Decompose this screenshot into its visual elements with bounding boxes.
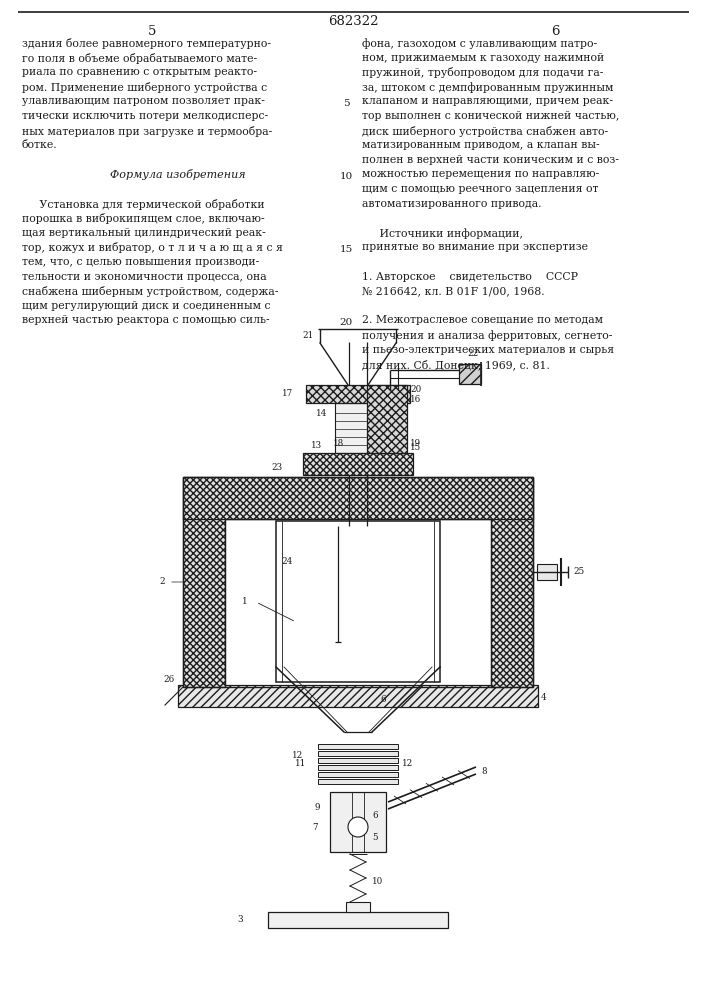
- Text: 10: 10: [372, 878, 383, 886]
- Text: ром. Применение шиберного устройства с: ром. Применение шиберного устройства с: [22, 82, 267, 93]
- Text: 11: 11: [295, 760, 306, 768]
- Text: 12: 12: [402, 760, 414, 768]
- Bar: [367, 385, 407, 453]
- Text: го поля в объеме обрабатываемого мате-: го поля в объеме обрабатываемого мате-: [22, 53, 257, 64]
- Bar: [330, 792, 386, 852]
- Text: 5: 5: [372, 832, 378, 842]
- Bar: [318, 744, 398, 749]
- Text: 6: 6: [372, 810, 378, 820]
- Bar: [318, 765, 398, 770]
- Text: Установка для термической обработки: Установка для термической обработки: [22, 199, 264, 210]
- Text: 13: 13: [311, 440, 322, 450]
- Text: матизированным приводом, а клапан вы-: матизированным приводом, а клапан вы-: [362, 140, 600, 150]
- Bar: [178, 685, 538, 707]
- Text: 16: 16: [410, 394, 421, 403]
- Text: принятые во внимание при экспертизе: принятые во внимание при экспертизе: [362, 242, 588, 252]
- Text: 17: 17: [282, 389, 293, 398]
- Text: улавливающим патроном позволяет прак-: улавливающим патроном позволяет прак-: [22, 96, 265, 106]
- Bar: [318, 772, 398, 777]
- Text: тор выполнен с конической нижней частью,: тор выполнен с конической нижней частью,: [362, 111, 619, 121]
- Text: 10: 10: [339, 172, 353, 181]
- Bar: [183, 477, 533, 519]
- Text: верхней частью реактора с помощью силь-: верхней частью реактора с помощью силь-: [22, 315, 269, 325]
- Bar: [268, 912, 448, 928]
- Text: 2. Межотраслевое совещание по методам: 2. Межотраслевое совещание по методам: [362, 315, 603, 325]
- Text: 25: 25: [573, 568, 584, 576]
- Bar: [537, 564, 557, 580]
- Text: ных материалов при загрузке и термообра-: ных материалов при загрузке и термообра-: [22, 126, 272, 137]
- Text: 8: 8: [481, 766, 486, 776]
- Text: № 216642, кл. В 01F 1/00, 1968.: № 216642, кл. В 01F 1/00, 1968.: [362, 286, 544, 296]
- Text: щая вертикальный цилиндрический реак-: щая вертикальный цилиндрический реак-: [22, 228, 266, 238]
- Bar: [459, 364, 481, 384]
- Text: для них. Сб. Донецк, 1969, с. 81.: для них. Сб. Донецк, 1969, с. 81.: [362, 359, 550, 370]
- Text: 20: 20: [410, 384, 421, 393]
- Bar: [303, 453, 413, 475]
- Text: 5: 5: [343, 99, 349, 108]
- Text: тор, кожух и вибратор, о т л и ч а ю щ а я с я: тор, кожух и вибратор, о т л и ч а ю щ а…: [22, 242, 283, 253]
- Text: 23: 23: [272, 462, 283, 472]
- Text: ном, прижимаемым к газоходу нажимной: ном, прижимаемым к газоходу нажимной: [362, 53, 604, 63]
- Text: 1: 1: [243, 597, 248, 606]
- Text: 5: 5: [148, 25, 156, 38]
- Bar: [491, 477, 533, 687]
- Text: ботке.: ботке.: [22, 140, 58, 150]
- Text: и пьезо-электрических материалов и сырья: и пьезо-электрических материалов и сырья: [362, 345, 614, 355]
- Bar: [306, 385, 410, 403]
- Text: за, штоком с демпфированным пружинным: за, штоком с демпфированным пружинным: [362, 82, 614, 93]
- Text: 4: 4: [541, 692, 547, 702]
- Text: получения и анализа ферритовых, сегнето-: получения и анализа ферритовых, сегнето-: [362, 330, 612, 341]
- Text: пружиной, трубопроводом для подачи га-: пружиной, трубопроводом для подачи га-: [362, 67, 603, 78]
- Text: снабжена шиберным устройством, содержа-: снабжена шиберным устройством, содержа-: [22, 286, 279, 297]
- Text: 24: 24: [281, 556, 293, 566]
- Text: клапаном и направляющими, причем реак-: клапаном и направляющими, причем реак-: [362, 96, 613, 106]
- Text: 1. Авторское    свидетельство    СССР: 1. Авторское свидетельство СССР: [362, 272, 578, 282]
- Text: диск шиберного устройства снабжен авто-: диск шиберного устройства снабжен авто-: [362, 126, 608, 137]
- Text: Источники информации,: Источники информации,: [362, 228, 523, 239]
- Text: 21: 21: [303, 332, 314, 340]
- Text: 18: 18: [333, 438, 344, 448]
- Text: 19: 19: [410, 440, 421, 448]
- Text: риала по сравнению с открытым реакто-: риала по сравнению с открытым реакто-: [22, 67, 257, 77]
- Text: 22: 22: [467, 349, 479, 358]
- Text: 12: 12: [292, 752, 303, 760]
- Bar: [318, 751, 398, 756]
- Circle shape: [348, 817, 368, 837]
- Text: 7: 7: [312, 822, 318, 832]
- Text: полнен в верхней части коническим и с воз-: полнен в верхней части коническим и с во…: [362, 155, 619, 165]
- Bar: [318, 779, 398, 784]
- Bar: [318, 758, 398, 763]
- Text: Формула изобретения: Формула изобретения: [110, 169, 246, 180]
- Text: 3: 3: [237, 916, 243, 924]
- Text: фона, газоходом с улавливающим патро-: фона, газоходом с улавливающим патро-: [362, 38, 597, 49]
- Text: 26: 26: [164, 674, 175, 684]
- Text: 14: 14: [315, 408, 327, 418]
- Bar: [276, 521, 440, 682]
- Text: тем, что, с целью повышения производи-: тем, что, с целью повышения производи-: [22, 257, 259, 267]
- Text: 2: 2: [159, 578, 165, 586]
- Text: щим с помощью реечного зацепления от: щим с помощью реечного зацепления от: [362, 184, 599, 194]
- Text: 20: 20: [339, 318, 353, 327]
- Text: 9: 9: [315, 802, 320, 812]
- Text: 6: 6: [380, 696, 385, 704]
- Text: 6: 6: [551, 25, 559, 38]
- Text: 15: 15: [410, 442, 421, 452]
- Text: тельности и экономичности процесса, она: тельности и экономичности процесса, она: [22, 272, 267, 282]
- Bar: [183, 477, 225, 687]
- Text: 15: 15: [339, 245, 353, 254]
- Text: автоматизированного привода.: автоматизированного привода.: [362, 199, 542, 209]
- Text: щим регулирующий диск и соединенным с: щим регулирующий диск и соединенным с: [22, 301, 271, 311]
- Bar: [335, 403, 381, 453]
- Text: порошка в виброкипящем слое, включаю-: порошка в виброкипящем слое, включаю-: [22, 213, 264, 224]
- Text: здания более равномерного температурно-: здания более равномерного температурно-: [22, 38, 271, 49]
- Bar: [346, 902, 370, 912]
- Text: 682322: 682322: [328, 15, 378, 28]
- Text: тически исключить потери мелкодисперс-: тически исключить потери мелкодисперс-: [22, 111, 268, 121]
- Text: можностью перемещения по направляю-: можностью перемещения по направляю-: [362, 169, 600, 179]
